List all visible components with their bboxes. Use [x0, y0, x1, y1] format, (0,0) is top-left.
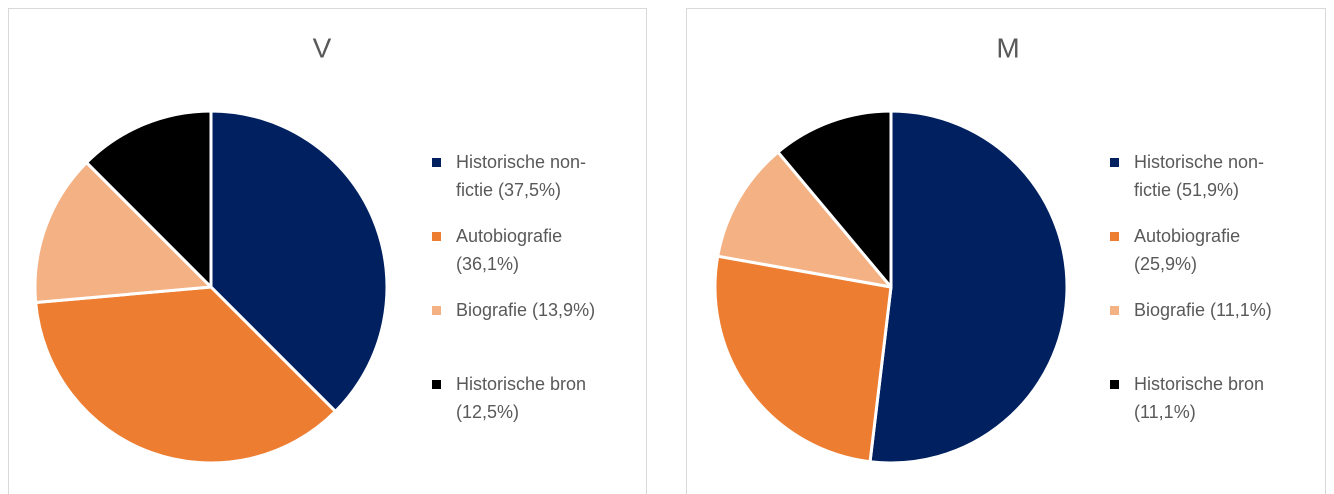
legend-label: Autobiografie (36,1%) [456, 226, 563, 274]
pie-slice [33, 161, 213, 304]
legend-label: Historische bron (12,5%) [456, 374, 587, 422]
pie-slice [85, 109, 213, 289]
legend-swatch [1110, 380, 1119, 389]
legend-label: Historische bron (11,1%) [1134, 374, 1265, 422]
legend-entry: Autobiografie (25,9%) [1110, 222, 1300, 278]
legend-entry: Biografie (13,9%) [432, 296, 622, 324]
legend-entry: Autobiografie (36,1%) [432, 222, 622, 278]
legend-swatch [432, 232, 441, 241]
legend-swatch [432, 380, 441, 389]
pie-slice [713, 254, 893, 464]
pie-slice [776, 109, 893, 289]
legend-entry: Historische non-fictie (51,9%) [1110, 148, 1300, 204]
legend-label: Historische non-fictie (37,5%) [456, 152, 587, 200]
chart-title: V [313, 32, 332, 63]
pie-slice [716, 150, 893, 289]
legend-label: Historische non-fictie (51,9%) [1134, 152, 1265, 200]
legend-swatch [432, 158, 441, 167]
legend-entry: Historische bron (11,1%) [1110, 370, 1300, 426]
pie-slice [34, 285, 337, 465]
legend-label: Biografie (11,1%) [1134, 300, 1272, 320]
legend-label: Autobiografie (25,9%) [1134, 226, 1241, 274]
legend-swatch [1110, 232, 1119, 241]
legend-entry: Historische bron (12,5%) [432, 370, 622, 426]
legend-label: Biografie (13,9%) [456, 300, 596, 320]
chart-title: M [996, 32, 1019, 63]
pie-slice [209, 109, 389, 413]
legend-swatch [1110, 306, 1119, 315]
legend-swatch [432, 306, 441, 315]
legend-entry: Historische non-fictie (37,5%) [432, 148, 622, 204]
legend-entry: Biografie (11,1%) [1110, 296, 1300, 324]
legend-swatch [1110, 158, 1119, 167]
pie-slice [868, 109, 1069, 465]
